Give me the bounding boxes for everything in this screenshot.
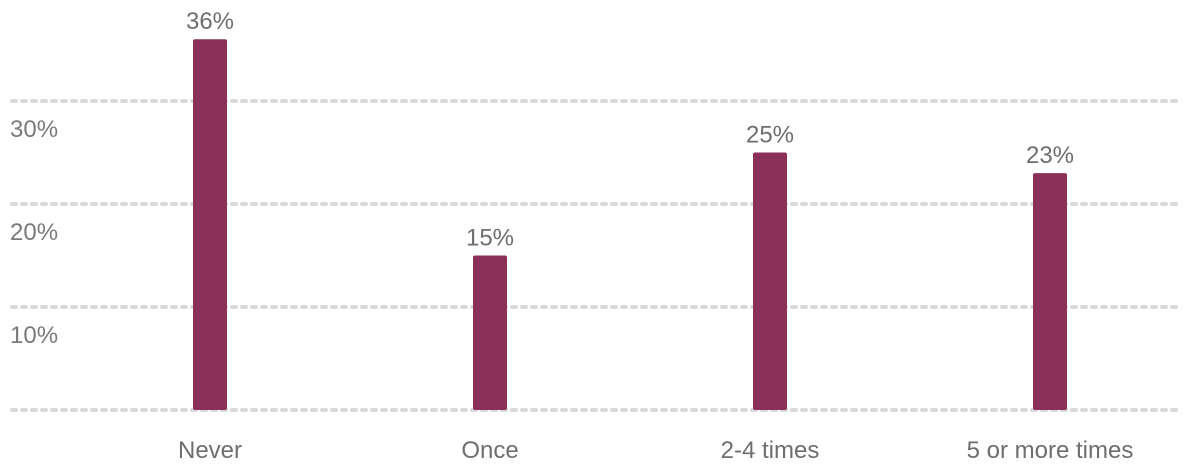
category-label-2: 2-4 times — [721, 437, 820, 464]
gridlines — [10, 99, 1184, 412]
bar-2 — [753, 152, 787, 410]
category-label-1: Once — [461, 437, 518, 464]
y-tick-label: 10% — [10, 322, 58, 349]
data-labels: 36% 15% 25% 23% — [186, 8, 1074, 251]
data-label-1: 15% — [466, 225, 514, 252]
data-label-2: 25% — [746, 122, 794, 149]
category-label-0: Never — [178, 437, 242, 464]
bar-1 — [473, 255, 507, 410]
y-tick-label: 20% — [10, 219, 58, 246]
bar-0 — [193, 39, 227, 410]
data-label-3: 23% — [1026, 142, 1074, 169]
x-axis-category-labels: Never Once 2-4 times 5 or more times — [178, 437, 1133, 464]
y-axis-tick-labels: 10% 20% 30% — [10, 116, 58, 349]
category-label-3: 5 or more times — [967, 437, 1134, 464]
bar-3 — [1033, 173, 1067, 410]
data-label-0: 36% — [186, 8, 234, 35]
y-tick-label: 30% — [10, 116, 58, 143]
bars — [193, 39, 1067, 410]
